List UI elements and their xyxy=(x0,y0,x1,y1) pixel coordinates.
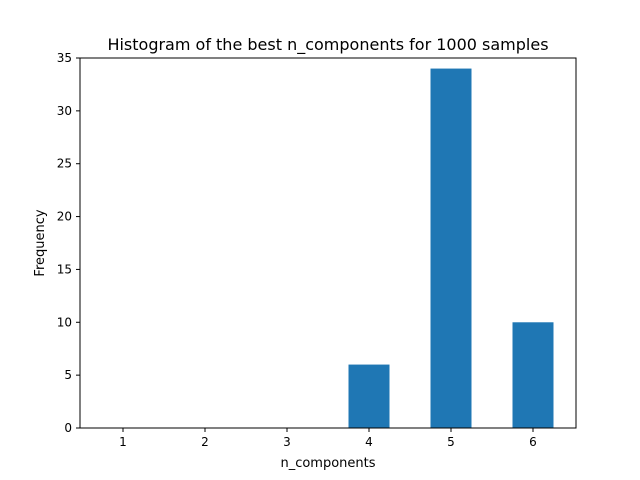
y-axis-ticks: 0 5 10 15 20 25 30 35 xyxy=(57,51,80,435)
bar-6 xyxy=(512,322,554,428)
bar-5 xyxy=(430,68,472,429)
x-tick-label: 6 xyxy=(529,435,537,449)
bars-group xyxy=(348,68,554,429)
x-axis-ticks: 1 2 3 4 5 6 xyxy=(119,428,537,449)
x-tick-label: 4 xyxy=(365,435,373,449)
y-tick-label: 15 xyxy=(57,262,72,276)
x-tick-label: 5 xyxy=(447,435,455,449)
x-tick-label: 1 xyxy=(119,435,127,449)
x-axis-label: n_components xyxy=(280,456,375,471)
y-tick-label: 5 xyxy=(64,368,72,382)
y-tick-label: 25 xyxy=(57,157,72,171)
y-tick-label: 30 xyxy=(57,104,72,118)
y-axis-label: Frequency xyxy=(33,209,48,276)
x-tick-label: 3 xyxy=(283,435,291,449)
y-tick-label: 0 xyxy=(64,421,72,435)
plot-frame xyxy=(79,57,577,429)
x-tick-label: 2 xyxy=(201,435,209,449)
chart-title: Histogram of the best n_components for 1… xyxy=(107,35,548,55)
y-tick-label: 20 xyxy=(57,210,72,224)
y-tick-label: 35 xyxy=(57,51,72,65)
bar-4 xyxy=(348,364,390,428)
y-tick-label: 10 xyxy=(57,315,72,329)
